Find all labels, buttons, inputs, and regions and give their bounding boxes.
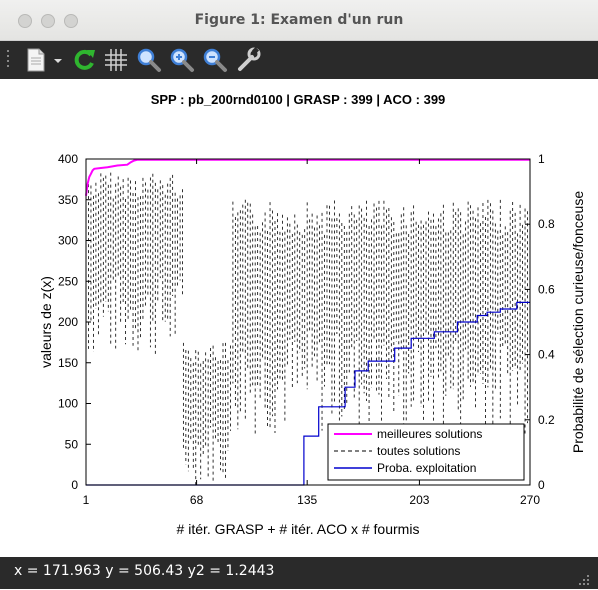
x-tick-label: 68 [190,493,204,507]
y2-tick-label: 0 [538,478,545,492]
wrench-icon[interactable] [234,46,262,74]
legend-label-best: meilleures solutions [377,427,482,441]
x-tick-label: 135 [297,493,317,507]
resize-grip-icon[interactable] [578,571,590,585]
y-tick-label: 50 [65,437,79,451]
zoom-icon[interactable] [135,46,163,74]
axis-ticks: 1 68 135 203 27005010015020025030035040000.2… [58,152,555,507]
title-bar: Figure 1: Examen d'un run [0,0,598,41]
y-tick-label: 100 [58,397,78,411]
y-tick-label: 200 [58,315,78,329]
y-tick-label: 0 [71,478,78,492]
coordinates-readout: x = 171.963 y = 506.43 y2 = 1.2443 [14,563,275,579]
chart[interactable]: 1 68 135 203 27005010015020025030035040000.2… [0,79,598,557]
new-document-icon[interactable] [22,46,50,74]
series-lines [85,158,530,486]
y2-tick-label: 1 [538,152,545,166]
y2-axis-label: Probabilité de sélection curieuse/fonceu… [570,191,586,453]
toolbar [0,41,598,79]
best-solutions-line [85,158,530,196]
all-solutions-lines [85,172,528,485]
x-tick-label: 1 [83,493,90,507]
chart-title: SPP : pb_200rnd0100 | GRASP : 399 | ACO … [151,92,446,107]
y2-tick-label: 0.8 [538,217,555,231]
legend-label-proba: Proba. exploitation [377,461,476,475]
x-axis-label: # itér. GRASP + # itér. ACO x # fourmis [177,521,420,537]
y2-tick-label: 0.4 [538,348,555,362]
status-bar: x = 171.963 y = 506.43 y2 = 1.2443 [0,557,598,589]
y-tick-label: 150 [58,356,78,370]
refresh-icon[interactable] [70,46,98,74]
y-tick-label: 300 [58,234,78,248]
proba-exploitation-line [86,301,530,486]
y-axis-label: valeurs de z(x) [38,276,54,368]
minimize-button[interactable] [41,14,55,28]
y2-tick-label: 0.6 [538,282,555,296]
window-title: Figure 1: Examen d'un run [194,12,404,28]
close-button[interactable] [18,14,32,28]
legend-label-all: toutes solutions [377,444,460,458]
y-tick-label: 250 [58,274,78,288]
zoom-out-icon[interactable] [201,46,229,74]
plot-area[interactable]: 1 68 135 203 270 0 50 100 150 200 250 300 350 400 0 0.2… [0,79,598,557]
x-tick-label: 270 [520,493,540,507]
x-tick-label: 203 [409,493,429,507]
maximize-button[interactable] [64,14,78,28]
legend: meilleures solutions toutes solutions Pr… [327,423,525,481]
grid-icon[interactable] [102,46,130,74]
y2-tick-label: 0.2 [538,413,555,427]
y-tick-label: 350 [58,193,78,207]
y-tick-label: 400 [58,152,78,166]
dropdown-arrow-icon[interactable] [52,46,64,74]
zoom-in-icon[interactable] [168,46,196,74]
toolbar-grip [7,49,11,71]
